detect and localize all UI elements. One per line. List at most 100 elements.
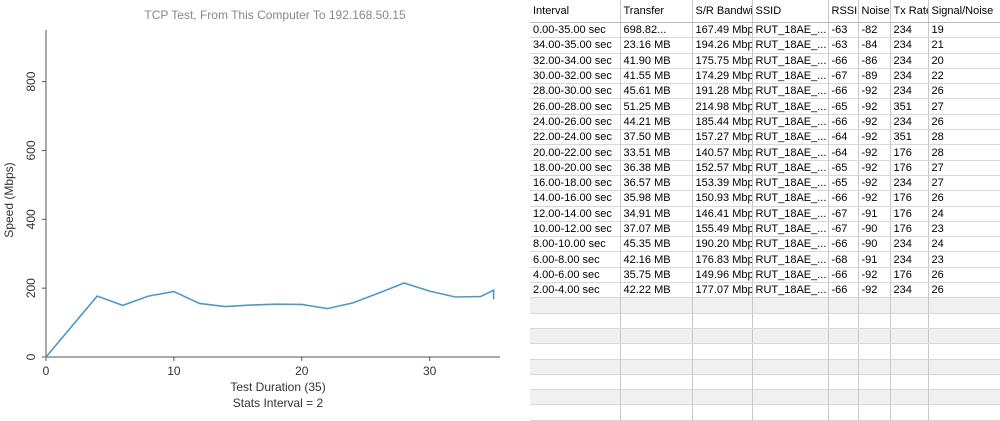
table-cell: 18.00-20.00 sec: [530, 160, 621, 176]
empty-cell: [620, 343, 693, 360]
table-cell: 23.16 MB: [620, 37, 693, 54]
empty-cell: [530, 297, 621, 314]
empty-cell: [828, 313, 859, 329]
table-cell: 41.55 MB: [620, 68, 693, 85]
empty-cell: [928, 313, 1000, 329]
table-cell: 14.00-16.00 sec: [530, 190, 621, 207]
empty-cell: [752, 359, 829, 375]
table-cell: 176: [890, 144, 929, 161]
table-cell: 26: [928, 267, 1000, 284]
x-tick-label: 10: [167, 364, 181, 378]
table-cell: 351: [890, 129, 929, 146]
x-tick-label: 30: [423, 364, 437, 378]
empty-cell: [890, 359, 929, 375]
table-cell: 16.00-18.00 sec: [530, 175, 621, 192]
empty-cell: [890, 328, 929, 345]
table-cell: 191.28 Mbps: [692, 83, 753, 100]
empty-cell: [828, 374, 859, 391]
y-tick-label: 800: [24, 71, 38, 91]
table-cell: RUT_18AE_...: [752, 53, 829, 69]
empty-cell: [620, 374, 693, 391]
table-cell: 214.98 Mbps: [692, 98, 753, 115]
table-cell: 234: [890, 114, 929, 131]
empty-row: [530, 328, 1000, 345]
table-cell: 24.00-26.00 sec: [530, 114, 621, 131]
table-cell: 45.61 MB: [620, 83, 693, 100]
empty-cell: [620, 297, 693, 314]
empty-cell: [890, 313, 929, 329]
empty-cell: [828, 359, 859, 375]
empty-cell: [530, 374, 621, 391]
table-cell: -66: [828, 114, 859, 131]
empty-cell: [858, 313, 891, 329]
table-cell: 4.00-6.00 sec: [530, 267, 621, 284]
table-cell: 153.39 Mbps: [692, 175, 753, 192]
table-cell: RUT_18AE_...: [752, 129, 829, 146]
column-header: S/R Bandwidth: [692, 0, 753, 23]
table-cell: -91: [858, 251, 891, 268]
table-cell: -84: [858, 37, 891, 54]
table-cell: RUT_18AE_...: [752, 83, 829, 100]
empty-cell: [828, 328, 859, 345]
table-cell: 174.29 Mbps: [692, 68, 753, 85]
table-cell: 234: [890, 236, 929, 253]
empty-cell: [530, 359, 621, 375]
table-cell: RUT_18AE_...: [752, 206, 829, 222]
table-cell: 27: [928, 160, 1000, 176]
table-cell: 157.27 Mbps: [692, 129, 753, 146]
table-cell: RUT_18AE_...: [752, 221, 829, 238]
table-cell: 24: [928, 206, 1000, 222]
empty-cell: [928, 404, 1000, 421]
empty-cell: [692, 343, 753, 360]
table-cell: -90: [858, 236, 891, 253]
empty-row: [530, 313, 1000, 329]
table-cell: -66: [828, 83, 859, 100]
chart-subtitle: Stats Interval = 2: [233, 396, 324, 410]
table-cell: -65: [828, 98, 859, 115]
table-cell: 177.07 Mbps: [692, 282, 753, 299]
table-cell: -92: [858, 129, 891, 146]
table-cell: 234: [890, 251, 929, 268]
table-cell: 30.00-32.00 sec: [530, 68, 621, 85]
table-cell: 152.57 Mbps: [692, 160, 753, 176]
table-cell: -65: [828, 175, 859, 192]
table-cell: 22: [928, 68, 1000, 85]
table-cell: 26.00-28.00 sec: [530, 98, 621, 115]
table-cell: 42.22 MB: [620, 282, 693, 299]
empty-cell: [890, 343, 929, 360]
table-cell: 150.93 Mbps: [692, 190, 753, 207]
empty-cell: [890, 389, 929, 406]
empty-cell: [530, 404, 621, 421]
table-cell: RUT_18AE_...: [752, 282, 829, 299]
table-cell: 20: [928, 53, 1000, 69]
table-cell: -66: [828, 53, 859, 69]
empty-row: [530, 343, 1000, 360]
table-cell: RUT_18AE_...: [752, 68, 829, 85]
x-axis-label: Test Duration (35): [230, 380, 325, 394]
table-cell: -89: [858, 68, 891, 85]
table-cell: 155.49 Mbps: [692, 221, 753, 238]
table-cell: RUT_18AE_...: [752, 251, 829, 268]
table-cell: 23: [928, 221, 1000, 238]
table-cell: 32.00-34.00 sec: [530, 53, 621, 69]
table-cell: 28: [928, 129, 1000, 146]
table-cell: -68: [828, 251, 859, 268]
table-cell: 26: [928, 282, 1000, 299]
empty-cell: [828, 343, 859, 360]
table-cell: 37.07 MB: [620, 221, 693, 238]
table-cell: 234: [890, 53, 929, 69]
x-tick-label: 0: [43, 364, 50, 378]
table-cell: 27: [928, 98, 1000, 115]
table-cell: 28.00-30.00 sec: [530, 83, 621, 100]
empty-cell: [692, 359, 753, 375]
table-cell: 176.83 Mbps: [692, 251, 753, 268]
x-tick-label: 20: [295, 364, 309, 378]
table-cell: 42.16 MB: [620, 251, 693, 268]
table-cell: 8.00-10.00 sec: [530, 236, 621, 253]
